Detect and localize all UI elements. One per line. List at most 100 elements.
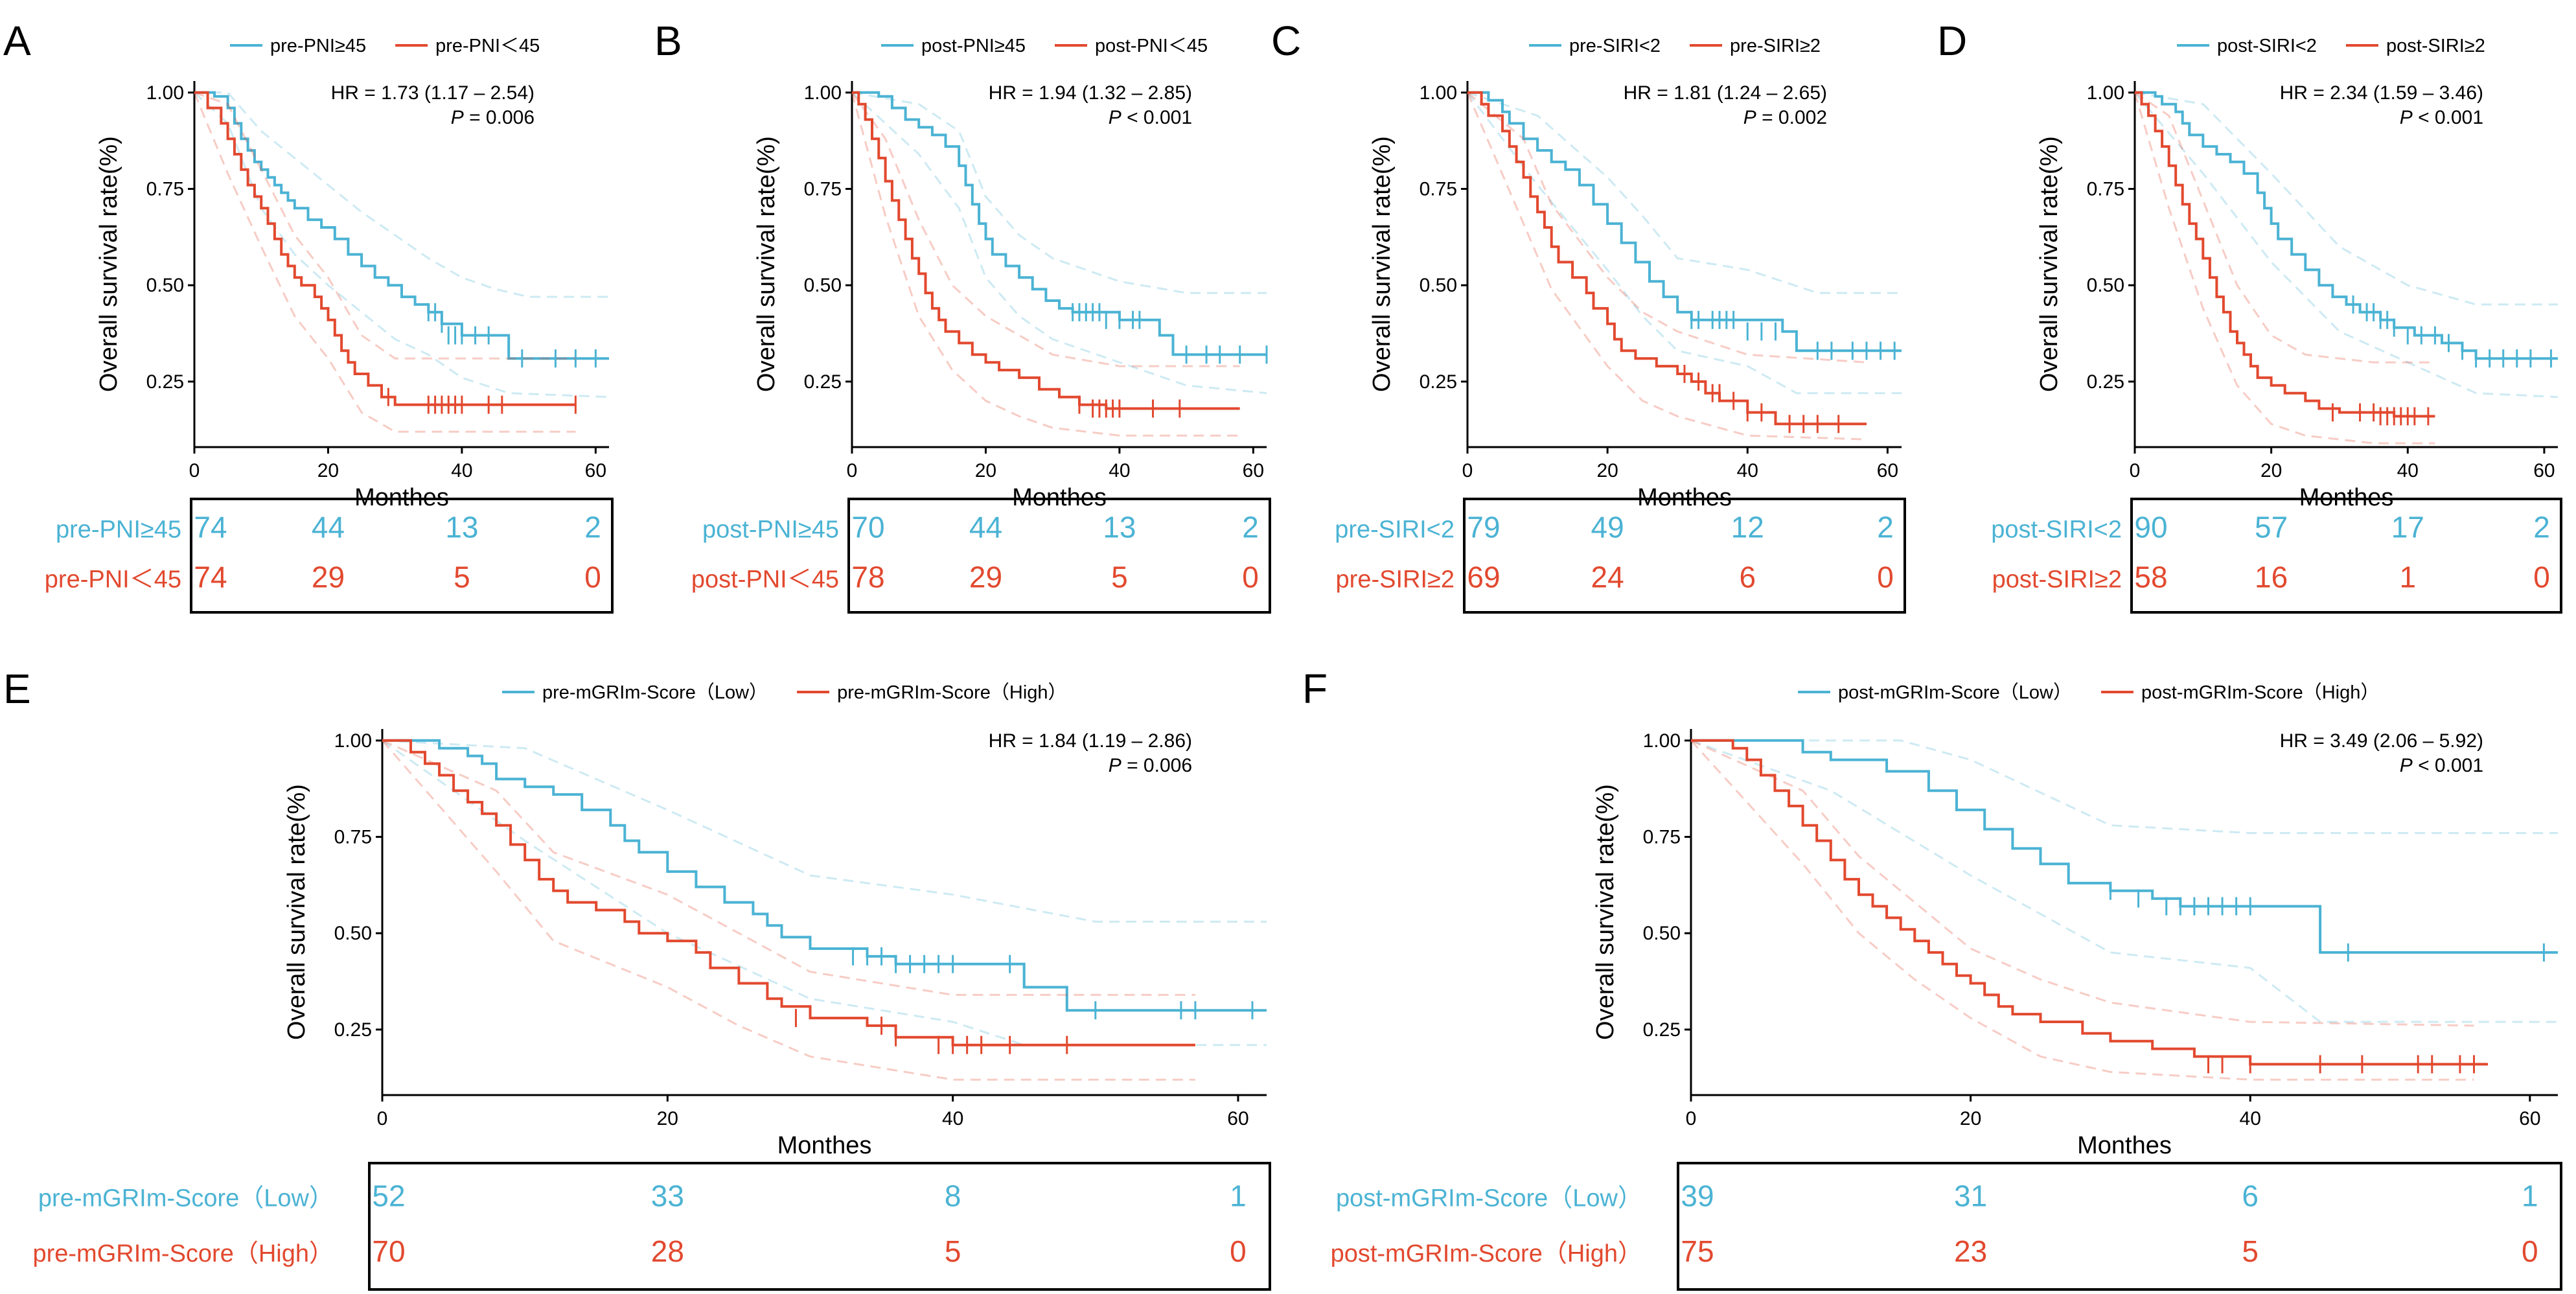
risk-count: 2: [2533, 511, 2550, 544]
hazard-ratio: HR = 1.81 (1.24 – 2.65): [1624, 82, 1827, 104]
y-axis-title: Overall survival rate(%): [283, 784, 310, 1040]
risk-count: 31: [1954, 1179, 1987, 1212]
risk-count: 24: [1591, 560, 1624, 594]
y-tick-label: 1.00: [334, 730, 372, 752]
y-tick-label: 1.00: [1643, 730, 1681, 752]
ci-upper-line: [2134, 91, 2435, 364]
risk-table-frame: [368, 1162, 1271, 1291]
y-tick-label: 0.75: [804, 179, 842, 200]
risk-count: 5: [2242, 1234, 2259, 1268]
ci-lower-line: [1690, 739, 2474, 1081]
risk-count: 5: [945, 1234, 961, 1268]
risk-count: 44: [312, 511, 345, 544]
x-axis-title: Monthes: [2077, 1132, 2172, 1159]
survival-curve-blue: [194, 91, 609, 360]
y-tick-label: 0.25: [146, 371, 184, 393]
ci-upper-line: [382, 739, 1267, 923]
ci-lower-line: [2133, 92, 2435, 445]
y-axis-title: Overall survival rate(%): [1592, 784, 1619, 1040]
risk-count: 16: [2255, 560, 2288, 594]
p-value-symbol: P: [1109, 107, 1121, 128]
x-tick-label: 40: [2240, 1108, 2261, 1129]
risk-count: 5: [1111, 560, 1128, 594]
risk-count: 74: [194, 560, 227, 594]
risk-count: 23: [1954, 1234, 1987, 1268]
x-tick-label: 60: [1227, 1108, 1248, 1129]
risk-row-label: pre-SIRI≥2: [1336, 566, 1455, 594]
risk-count: 5: [454, 560, 470, 594]
risk-count: 2: [584, 511, 601, 544]
y-tick-label: 0.50: [146, 275, 184, 296]
risk-count: 69: [1467, 560, 1500, 594]
y-tick-label: 0.75: [334, 827, 372, 848]
risk-count: 0: [2522, 1234, 2538, 1268]
risk-count: 44: [969, 511, 1002, 544]
risk-count: 1: [2522, 1179, 2538, 1212]
risk-table-frame: [847, 498, 1271, 614]
y-axis-title: Overall survival rate(%): [1368, 136, 1396, 392]
x-tick-label: 0: [2130, 460, 2141, 481]
risk-row-label: post-mGRIm-Score（High）: [1331, 1240, 1642, 1267]
p-value-text: = 0.002: [1756, 107, 1827, 128]
risk-count: 13: [445, 511, 478, 544]
risk-count: 90: [2134, 511, 2167, 544]
p-value-symbol: P: [2400, 107, 2413, 128]
ci-upper-line: [2134, 91, 2558, 306]
x-tick-label: 0: [1686, 1108, 1697, 1129]
panel-letter: D: [1937, 17, 1967, 64]
y-axis-title: Overall survival rate(%): [95, 136, 122, 392]
p-value-text: < 0.001: [2413, 755, 2483, 776]
x-tick-label: 20: [2260, 460, 2282, 481]
panel-letter: A: [3, 17, 31, 64]
y-tick-label: 0.75: [2087, 179, 2124, 200]
risk-row-label: post-PNI≥45: [702, 516, 839, 544]
y-tick-label: 0.50: [804, 275, 842, 296]
p-value-symbol: P: [1109, 755, 1121, 776]
ci-lower-line: [1466, 92, 1867, 441]
x-tick-label: 60: [2533, 460, 2555, 481]
legend-label: post-PNI≥45: [921, 36, 1026, 56]
risk-table-frame: [1677, 1162, 2562, 1291]
risk-count: 13: [1103, 511, 1136, 544]
hazard-ratio: HR = 2.34 (1.59 – 3.46): [2280, 82, 2483, 104]
y-tick-label: 0.75: [146, 179, 184, 200]
y-tick-label: 1.00: [146, 82, 184, 104]
risk-count: 79: [1467, 511, 1500, 544]
x-tick-label: 0: [377, 1108, 388, 1129]
risk-count: 0: [584, 560, 601, 594]
risk-table-frame: [1463, 498, 1906, 614]
survival-curve-red: [382, 739, 1195, 1046]
panel-letter: F: [1302, 665, 1328, 712]
x-tick-label: 20: [317, 460, 339, 481]
x-tick-label: 60: [585, 460, 606, 481]
x-tick-label: 0: [847, 460, 858, 481]
ci-lower-line: [193, 91, 610, 399]
p-value-text: = 0.006: [464, 107, 535, 128]
x-tick-label: 0: [1462, 460, 1473, 481]
risk-count: 29: [312, 560, 345, 594]
ci-upper-line: [1467, 91, 1902, 294]
ci-lower-line: [851, 91, 1267, 395]
legend-label: pre-mGRIm-Score（High）: [837, 682, 1067, 703]
x-tick-label: 60: [2519, 1108, 2540, 1129]
legend-label: pre-PNI≥45: [270, 36, 366, 56]
risk-count: 12: [1731, 511, 1764, 544]
risk-row-label: pre-SIRI<2: [1335, 516, 1455, 544]
risk-row-label: post-PNI＜45: [691, 566, 839, 594]
legend-label: post-SIRI<2: [2217, 36, 2317, 56]
risk-table-frame: [2130, 498, 2562, 614]
y-tick-label: 1.00: [1420, 82, 1457, 104]
x-tick-label: 20: [1596, 460, 1618, 481]
risk-count: 70: [851, 511, 884, 544]
ci-upper-line: [1691, 739, 2558, 835]
y-tick-label: 1.00: [804, 82, 842, 104]
x-tick-label: 20: [1960, 1108, 1981, 1129]
x-tick-label: 40: [2397, 460, 2419, 481]
y-tick-label: 0.75: [1643, 827, 1681, 848]
x-tick-label: 20: [975, 460, 996, 481]
ci-upper-line: [1467, 91, 1867, 364]
risk-row-label: post-SIRI<2: [1991, 516, 2122, 544]
